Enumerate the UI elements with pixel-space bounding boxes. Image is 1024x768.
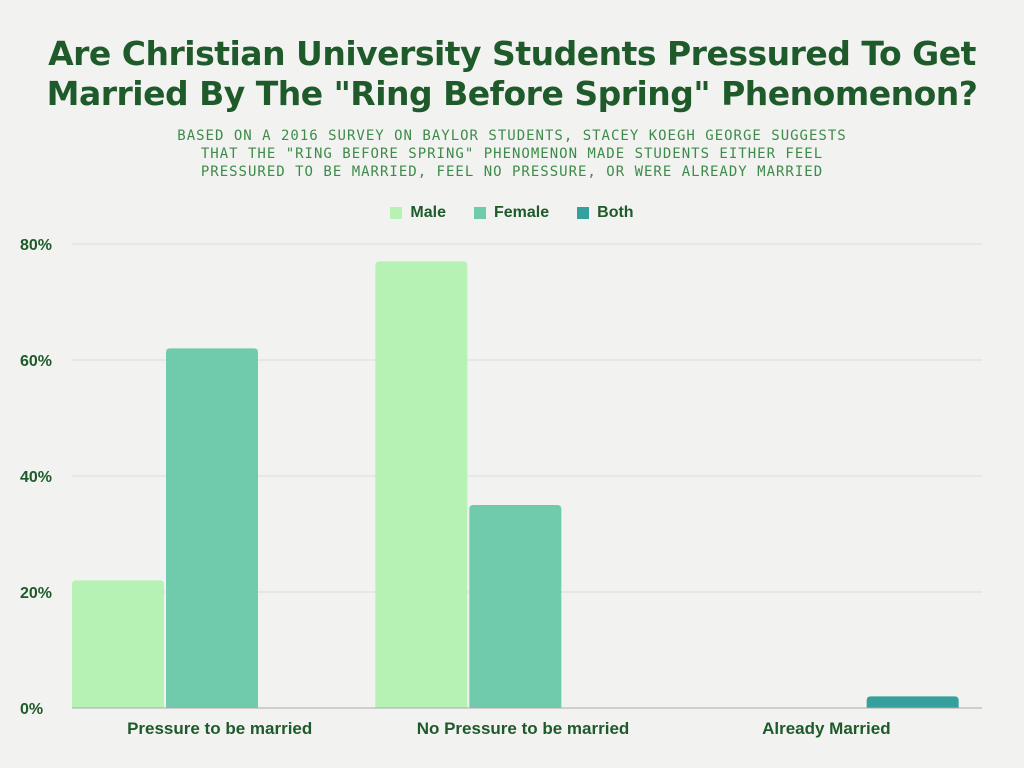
x-tick-label-0: Pressure to be married	[127, 719, 312, 738]
bar-male-0	[72, 580, 164, 708]
bar-female-1	[469, 505, 562, 708]
chart-subtitle-line-2: THAT THE "RING BEFORE SPRING" PHENOMENON…	[200, 146, 824, 162]
bar-female-0	[166, 348, 258, 708]
legend-label-both: Both	[597, 204, 634, 221]
legend-item-both: Both	[577, 204, 634, 222]
y-tick-label-60: 60%	[20, 353, 52, 370]
y-tick-label-40: 40%	[20, 469, 52, 486]
legend-item-male: Male	[390, 204, 446, 222]
chart-legend: Male Female Both	[0, 204, 1024, 222]
chart-title: Are Christian University Students Pressu…	[0, 34, 1024, 114]
y-tick-label-20: 20%	[20, 585, 52, 602]
legend-swatch-female	[474, 207, 486, 219]
legend-label-female: Female	[494, 204, 550, 221]
bar-both-2	[866, 696, 959, 708]
x-tick-label-2: Already Married	[762, 719, 891, 738]
legend-swatch-male	[390, 207, 403, 219]
chart-subtitle-line-1: BASED ON A 2016 SURVEY ON BAYLOR STUDENT…	[177, 128, 847, 144]
chart-subtitle: BASED ON A 2016 SURVEY ON BAYLOR STUDENT…	[60, 127, 964, 181]
x-tick-label-1: No Pressure to be married	[417, 719, 630, 738]
legend-item-female: Female	[474, 204, 549, 222]
y-tick-label-80: 80%	[20, 237, 52, 254]
chart-title-line-1: Are Christian University Students Pressu…	[48, 34, 976, 73]
bar-male-1	[375, 261, 468, 708]
legend-swatch-both	[577, 207, 590, 219]
legend-label-male: Male	[410, 204, 446, 221]
y-tick-label-0: 0%	[20, 701, 43, 718]
chart-subtitle-line-3: PRESSURED TO BE MARRIED, FEEL NO PRESSUR…	[200, 164, 824, 180]
chart-title-line-2: Married By The "Ring Before Spring" Phen…	[46, 74, 978, 113]
